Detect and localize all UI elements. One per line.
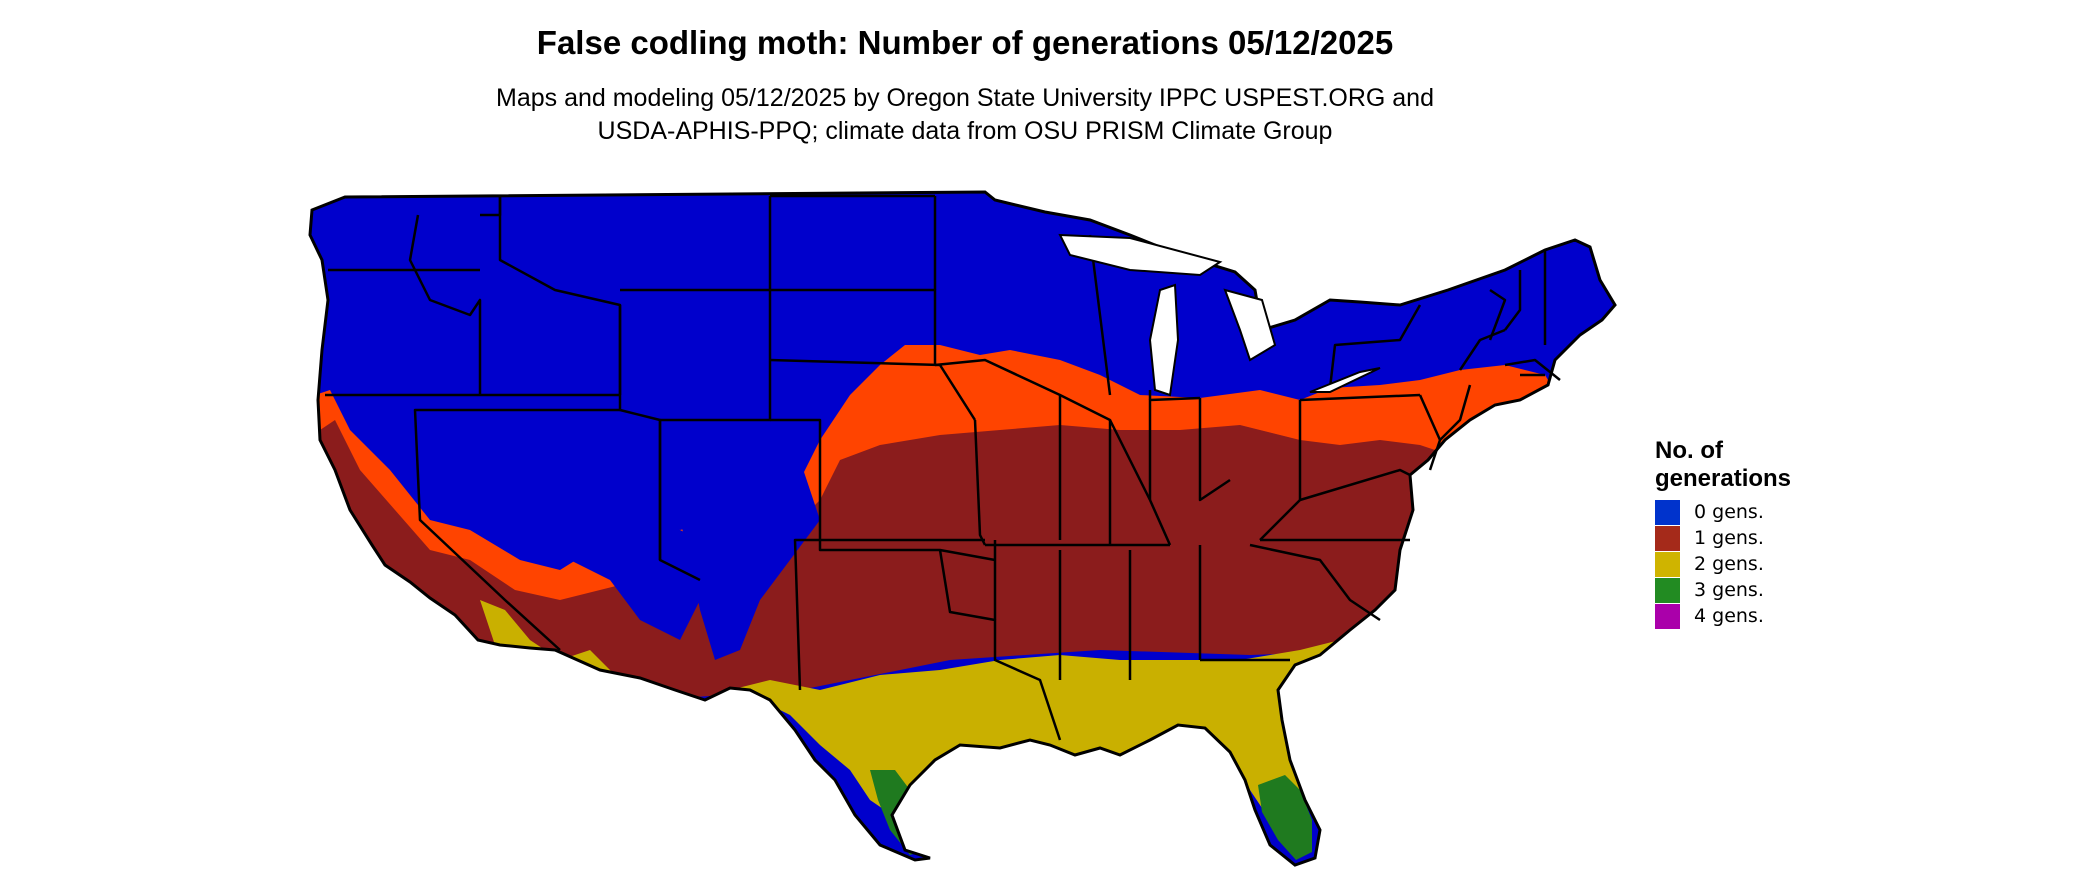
zone-1-gen — [310, 420, 1530, 700]
subtitle-line-1: Maps and modeling 05/12/2025 by Oregon S… — [496, 84, 1434, 112]
legend-title-line-1: No. of — [1655, 437, 1723, 464]
zone-0-gens-newmexico — [660, 440, 820, 660]
map-subtitle: Maps and modeling 05/12/2025 by Oregon S… — [0, 82, 1930, 148]
legend-label-0: 0 gens. — [1694, 501, 1764, 523]
legend-item-2: 2 gens. — [1655, 551, 1791, 577]
lake-superior — [1058, 233, 1223, 277]
legend-label-2: 2 gens. — [1694, 553, 1764, 575]
legend-label-3: 3 gens. — [1694, 579, 1764, 601]
legend-title: No. of generations — [1655, 437, 1791, 493]
legend-label-4: 4 gens. — [1694, 605, 1764, 627]
legend-title-line-2: generations — [1655, 465, 1792, 492]
zone-4-gens — [1260, 878, 1295, 886]
zone-3-gens-florida — [1258, 775, 1312, 860]
legend: No. of generations 0 gens. 1 gens. 2 gen… — [1655, 437, 1791, 629]
legend-swatch-2 — [1655, 551, 1680, 577]
legend-swatch-0 — [1655, 499, 1680, 525]
legend-item-4: 4 gens. — [1655, 603, 1791, 629]
legend-swatch-1 — [1655, 525, 1680, 551]
lake-erie — [1309, 367, 1381, 393]
legend-label-1: 1 gens. — [1694, 527, 1764, 549]
lake-huron — [1223, 288, 1277, 362]
great-lakes — [1058, 233, 1381, 397]
subtitle-line-2: USDA-APHIS-PPQ; climate data from OSU PR… — [597, 117, 1333, 145]
legend-item-3: 3 gens. — [1655, 577, 1791, 603]
lake-michigan — [1148, 283, 1180, 397]
generation-zones — [310, 192, 1615, 886]
map-title: False codling moth: Number of generation… — [536, 24, 1394, 61]
legend-item-1: 1 gens. — [1655, 525, 1791, 551]
legend-swatch-4 — [1655, 603, 1680, 629]
legend-item-0: 0 gens. — [1655, 499, 1791, 525]
legend-swatch-3 — [1655, 577, 1680, 603]
zone-2-gens — [480, 600, 1340, 840]
